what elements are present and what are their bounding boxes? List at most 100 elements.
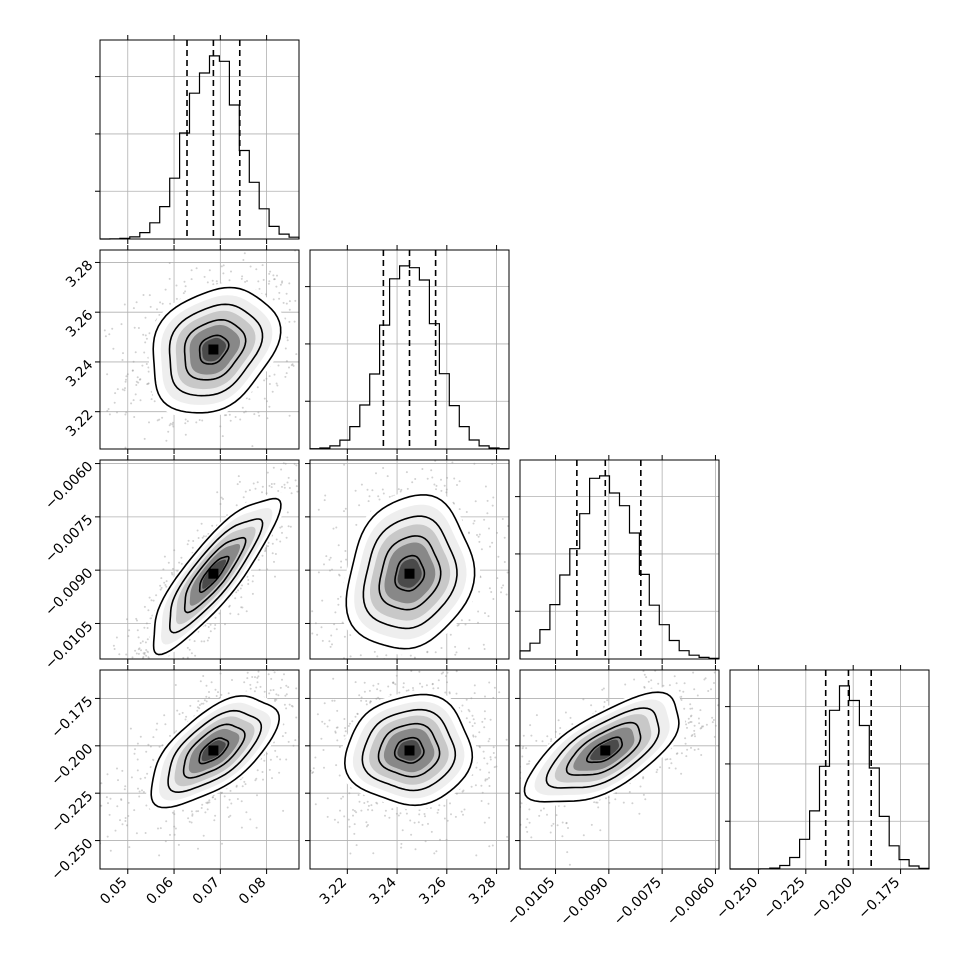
sample-point	[388, 660, 390, 662]
sample-point	[146, 627, 149, 629]
sample-point	[113, 648, 116, 650]
sample-point	[184, 418, 187, 421]
sample-point	[349, 655, 352, 658]
sample-point	[140, 649, 142, 652]
sample-point	[145, 337, 148, 340]
sample-point	[196, 529, 199, 532]
sample-point	[139, 399, 142, 402]
sample-point	[271, 390, 274, 393]
sample-point	[435, 484, 438, 487]
sample-point	[470, 697, 473, 700]
sample-point	[417, 821, 420, 824]
sample-point	[690, 714, 693, 717]
sample-point	[136, 376, 139, 379]
sample-point	[252, 240, 254, 242]
sample-point	[687, 717, 690, 720]
sample-point	[375, 472, 377, 475]
sample-point	[114, 392, 117, 395]
sample-point	[385, 654, 388, 657]
sample-point	[296, 681, 298, 683]
sample-point	[330, 349, 332, 351]
sample-point	[702, 725, 705, 728]
sample-point	[437, 426, 439, 428]
sample-point	[454, 815, 457, 818]
sample-point	[133, 752, 136, 755]
sample-point	[414, 848, 417, 851]
sample-point	[203, 275, 206, 278]
sample-point	[277, 694, 280, 697]
sample-point	[180, 562, 183, 565]
sample-point	[323, 499, 326, 502]
sample-point	[158, 418, 161, 421]
sample-point	[169, 734, 171, 737]
sample-point	[385, 662, 387, 664]
sample-point	[257, 670, 260, 673]
sample-point	[477, 535, 480, 538]
sample-point	[379, 671, 381, 673]
sample-point	[121, 388, 124, 391]
sample-point	[397, 488, 400, 491]
sample-point	[439, 838, 441, 841]
sample-point	[517, 596, 519, 598]
sample-point	[282, 683, 284, 685]
sample-point	[267, 541, 270, 544]
sample-point	[474, 500, 477, 503]
sample-point	[328, 558, 331, 561]
sample-point	[265, 377, 268, 380]
sample-point	[655, 662, 657, 664]
sample-point	[363, 802, 366, 804]
sample-point	[479, 768, 482, 771]
sample-point	[390, 456, 392, 458]
sample-point	[172, 425, 175, 428]
sample-point	[291, 705, 294, 708]
sample-point	[484, 778, 487, 781]
sample-point	[360, 809, 363, 812]
sample-point	[449, 802, 451, 805]
sample-point	[254, 487, 257, 490]
sample-point	[290, 364, 293, 367]
contour-line	[378, 535, 442, 611]
sample-point	[251, 455, 253, 457]
sample-point	[229, 789, 232, 792]
sample-point	[257, 558, 260, 561]
sample-point	[174, 827, 177, 830]
sample-point	[184, 718, 187, 721]
sample-point	[255, 826, 258, 829]
sample-point	[713, 671, 716, 674]
sample-point	[482, 643, 485, 646]
sample-point	[330, 634, 333, 637]
sample-point	[338, 774, 341, 777]
sample-point	[258, 414, 261, 417]
sample-point	[314, 622, 317, 625]
sample-point	[314, 756, 317, 759]
sample-point	[229, 612, 232, 615]
sample-point	[227, 692, 230, 695]
sample-point	[392, 682, 395, 685]
sample-point	[110, 676, 112, 678]
sample-point	[389, 693, 392, 696]
sample-point	[138, 795, 141, 798]
contour-line	[182, 723, 246, 779]
sample-point	[360, 483, 363, 486]
sample-point	[351, 720, 354, 723]
sample-point	[394, 683, 397, 686]
sample-point	[358, 667, 360, 669]
sample-point	[329, 556, 332, 559]
sample-point	[133, 689, 135, 691]
sample-point	[471, 714, 474, 717]
sample-point	[446, 671, 449, 674]
sample-point	[188, 648, 191, 651]
sample-point	[191, 813, 194, 816]
sample-point	[280, 525, 283, 528]
sample-point	[431, 682, 434, 685]
sample-point	[249, 265, 252, 268]
sample-point	[223, 414, 226, 417]
sample-point	[311, 632, 314, 635]
sample-point	[263, 397, 266, 400]
sample-point	[471, 725, 474, 727]
sample-point	[255, 777, 258, 780]
sample-point	[264, 293, 267, 296]
sample-point	[138, 452, 140, 454]
sample-point	[100, 782, 103, 785]
sample-point	[282, 809, 285, 812]
